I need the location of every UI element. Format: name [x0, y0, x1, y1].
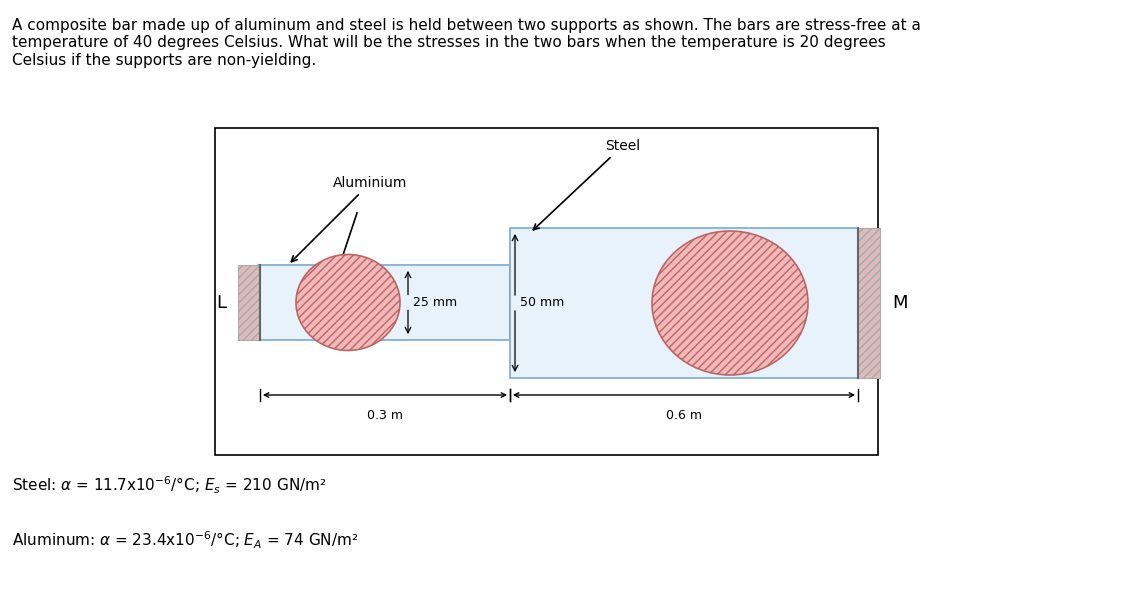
Text: Aluminium: Aluminium [291, 176, 407, 262]
Text: Aluminum: $\alpha$ = 23.4x10$^{-6}$/°C; $E_A$ = 74 GN/m²: Aluminum: $\alpha$ = 23.4x10$^{-6}$/°C; … [13, 530, 358, 551]
Text: Steel: Steel [534, 139, 640, 230]
Text: A composite bar made up of aluminum and steel is held between two supports as sh: A composite bar made up of aluminum and … [13, 18, 921, 68]
Text: L: L [216, 294, 226, 311]
Bar [858, 228, 880, 378]
Bar [215, 128, 879, 455]
Text: 50 mm: 50 mm [520, 297, 564, 309]
Bar [510, 228, 858, 378]
Text: 0.3 m: 0.3 m [366, 409, 403, 422]
Text: 0.6 m: 0.6 m [666, 409, 702, 422]
Text: 25 mm: 25 mm [413, 296, 457, 309]
Bar [258, 265, 510, 340]
Bar [238, 265, 259, 340]
Ellipse shape [296, 255, 399, 350]
Text: Steel: $\alpha$ = 11.7x10$^{-6}$/°C; $E_s$ = 210 GN/m²: Steel: $\alpha$ = 11.7x10$^{-6}$/°C; $E_… [13, 475, 327, 497]
Text: M: M [892, 294, 907, 312]
Ellipse shape [652, 231, 808, 375]
